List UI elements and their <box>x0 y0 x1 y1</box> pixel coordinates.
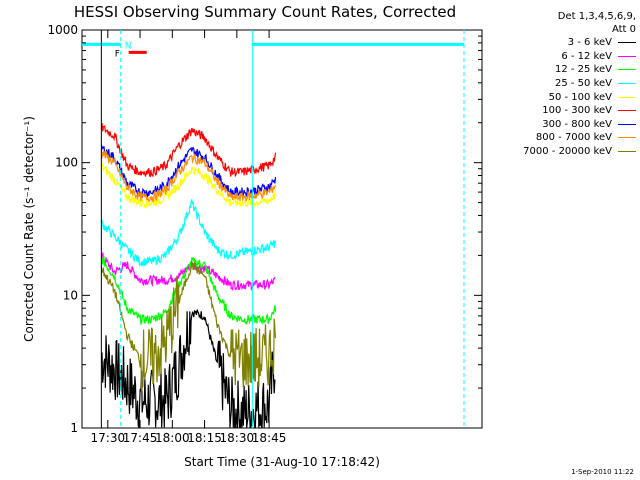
y-tick-label: 1 <box>70 421 78 435</box>
x-tick-label: 17:45 <box>123 431 158 445</box>
x-tick-label: 18:45 <box>252 431 287 445</box>
series-line-1 <box>100 252 276 292</box>
series-line-4 <box>100 162 277 210</box>
series-line-7 <box>100 150 277 203</box>
legend-entry: 300 - 800 keV <box>470 118 636 132</box>
legend-entry-label: 25 - 50 keV <box>554 78 612 90</box>
fast-flag-label: F <box>115 49 120 59</box>
legend-header-line-1: Det 1,3,4,5,6,9, <box>557 11 636 22</box>
legend-swatch <box>618 110 636 112</box>
x-axis-label: Start Time (31-Aug-10 17:18:42) <box>184 455 380 469</box>
series-line-2 <box>100 255 277 326</box>
y-tick-label: 1000 <box>47 23 78 37</box>
plot-frame <box>81 29 483 429</box>
legend-entry: 800 - 7000 keV <box>470 131 636 145</box>
x-tick-label: 18:30 <box>220 431 255 445</box>
legend-swatch <box>618 151 636 153</box>
legend-entry-label: 7000 - 20000 keV <box>523 146 612 158</box>
legend-entry: 100 - 300 keV <box>470 104 636 118</box>
timestamp: 1-Sep-2010 11:22 <box>571 468 634 476</box>
flag-layer: NF <box>82 30 465 428</box>
x-tick-label: 18:00 <box>155 431 190 445</box>
legend-entry: 12 - 25 keV <box>470 63 636 77</box>
legend-entry: 3 - 6 keV <box>470 36 636 50</box>
legend-entry: 25 - 50 keV <box>470 77 636 91</box>
x-tick-label: 17:30 <box>91 431 126 445</box>
legend-entry-label: 50 - 100 keV <box>548 91 612 103</box>
legend-swatch <box>618 55 636 57</box>
series-line-3 <box>100 198 277 267</box>
legend-entry: 6 - 12 keV <box>470 50 636 64</box>
legend-header-line-2: Att 0 <box>611 24 636 35</box>
legend: Det 1,3,4,5,6,9, Att 0 3 - 6 keV 6 - 12 k… <box>470 10 636 158</box>
y-axis-label: Corrected Count Rate (s⁻¹ detector⁻¹) <box>22 116 36 342</box>
legend-swatch <box>618 69 636 71</box>
legend-entry: 7000 - 20000 keV <box>470 145 636 159</box>
chart-title: HESSI Observing Summary Count Rates, Cor… <box>74 3 456 21</box>
y-tick-label: 100 <box>55 156 78 170</box>
series-line-0 <box>100 309 276 428</box>
legend-entry-label: 6 - 12 keV <box>561 50 612 62</box>
legend-entry-label: 3 - 6 keV <box>567 37 612 49</box>
legend-entry-label: 300 - 800 keV <box>542 118 612 130</box>
legend-swatch <box>618 42 636 44</box>
legend-entry: 50 - 100 keV <box>470 90 636 104</box>
legend-entry-label: 800 - 7000 keV <box>535 132 612 144</box>
legend-swatch <box>618 83 636 85</box>
legend-swatch <box>618 123 636 125</box>
legend-entry-label: 12 - 25 keV <box>554 64 612 76</box>
night-flag-label: N <box>125 41 132 51</box>
legend-rows: 3 - 6 keV 6 - 12 keV 12 - 25 keV 25 - 50 ke… <box>470 36 636 158</box>
y-tick-label: 10 <box>63 288 78 302</box>
series-line-6 <box>100 144 277 199</box>
series-layer <box>100 123 277 428</box>
legend-swatch <box>618 137 636 139</box>
legend-swatch <box>618 96 636 98</box>
series-line-5 <box>100 123 277 178</box>
x-tick-label: 18:15 <box>187 431 222 445</box>
legend-entry-label: 100 - 300 keV <box>542 105 612 117</box>
series-line-8 <box>100 261 277 392</box>
